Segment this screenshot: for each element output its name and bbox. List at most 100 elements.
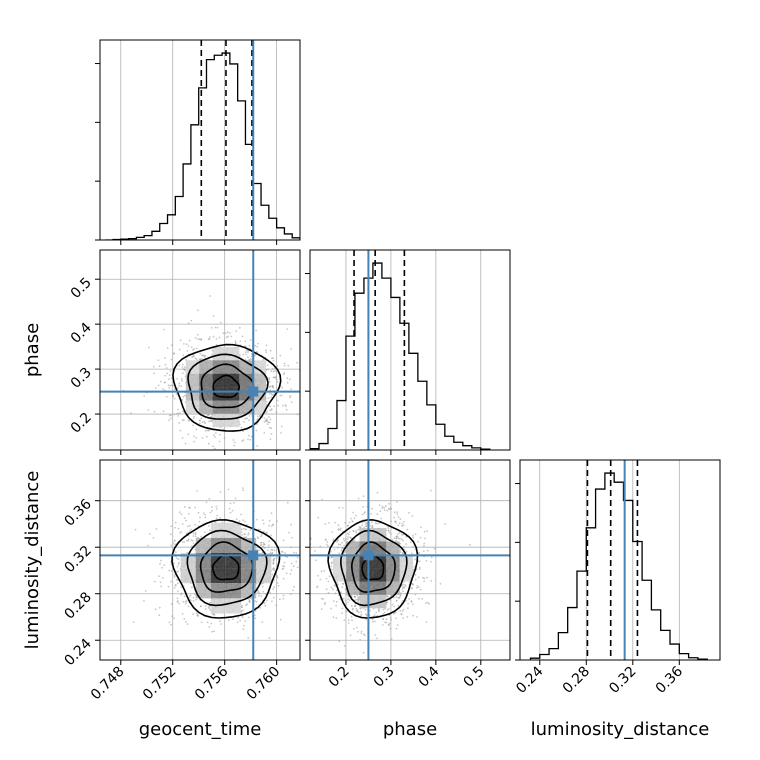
scatter-geocent-time-vs-luminosity-distance-density-cell <box>210 583 226 599</box>
scatter-geocent-time-vs-luminosity-distance-sample <box>290 593 292 595</box>
scatter-geocent-time-vs-phase-sample <box>210 353 213 356</box>
scatter-geocent-time-vs-phase-sample <box>178 422 181 424</box>
scatter-phase-vs-luminosity-distance-sample <box>388 531 391 534</box>
scatter-geocent-time-vs-phase-sample <box>178 348 181 351</box>
scatter-geocent-time-vs-luminosity-distance-sample <box>208 497 211 500</box>
scatter-geocent-time-vs-luminosity-distance-sample <box>302 512 304 514</box>
scatter-geocent-time-vs-luminosity-distance-sample <box>181 612 184 615</box>
x-label-luminosity-distance: luminosity_distance <box>531 719 710 740</box>
scatter-geocent-time-vs-phase-sample <box>187 433 190 436</box>
scatter-phase-vs-luminosity-distance-sample <box>430 489 432 492</box>
scatter-geocent-time-vs-phase-sample <box>170 417 172 420</box>
scatter-phase-vs-luminosity-distance-sample <box>352 607 354 610</box>
scatter-phase-vs-luminosity-distance-sample <box>342 582 344 585</box>
scatter-geocent-time-vs-luminosity-distance-sample <box>292 589 294 592</box>
scatter-phase-vs-luminosity-distance-sample <box>393 612 395 615</box>
scatter-geocent-time-vs-luminosity-distance-contour-1 <box>199 541 254 593</box>
scatter-geocent-time-vs-phase-sample <box>192 417 195 420</box>
scatter-geocent-time-vs-luminosity-distance-sample <box>168 621 171 624</box>
scatter-geocent-time-vs-luminosity-distance-sample <box>273 557 276 560</box>
scatter-geocent-time-vs-luminosity-distance-sample <box>249 529 252 531</box>
scatter-geocent-time-vs-luminosity-distance-sample <box>188 596 191 598</box>
scatter-phase-vs-luminosity-distance-sample <box>469 543 471 546</box>
scatter-geocent-time-vs-phase-sample <box>272 357 275 360</box>
scatter-phase-vs-luminosity-distance-sample <box>419 588 422 591</box>
scatter-geocent-time-vs-luminosity-distance-sample <box>211 509 213 512</box>
scatter-geocent-time-vs-luminosity-distance-sample <box>248 599 251 601</box>
hist-luminosity-distance-frame <box>519 459 721 661</box>
scatter-phase-vs-luminosity-distance-sample <box>322 598 325 600</box>
scatter-phase-vs-luminosity-distance-sample <box>349 536 352 539</box>
scatter-phase-vs-luminosity-distance-sample <box>365 614 368 617</box>
scatter-geocent-time-vs-luminosity-distance-sample <box>286 556 288 559</box>
scatter-phase-vs-luminosity-distance-sample <box>419 526 422 529</box>
scatter-geocent-time-vs-luminosity-distance-sample <box>263 602 266 605</box>
scatter-geocent-time-vs-phase-sample <box>157 359 160 362</box>
scatter-geocent-time-vs-phase-sample <box>164 374 167 377</box>
scatter-phase-vs-luminosity-distance-sample <box>430 556 433 559</box>
scatter-geocent-time-vs-phase-sample <box>269 385 272 388</box>
scatter-phase-vs-luminosity-distance-sample <box>398 532 401 534</box>
scatter-geocent-time-vs-luminosity-distance-sample <box>265 599 268 602</box>
scatter-phase-vs-luminosity-distance-sample <box>350 615 353 618</box>
scatter-geocent-time-vs-luminosity-distance-sample <box>194 593 196 596</box>
scatter-geocent-time-vs-luminosity-distance-ytick-label-2: 0.32 <box>61 543 94 576</box>
scatter-geocent-time-vs-phase-sample <box>218 440 221 443</box>
scatter-phase-vs-luminosity-distance-sample <box>394 520 396 523</box>
scatter-phase-vs-luminosity-distance-sample <box>396 511 399 513</box>
scatter-geocent-time-vs-luminosity-distance-sample <box>158 606 161 609</box>
scatter-geocent-time-vs-phase-sample <box>242 421 245 423</box>
scatter-geocent-time-vs-luminosity-distance-sample <box>173 574 176 576</box>
scatter-geocent-time-vs-phase-sample <box>272 359 275 362</box>
scatter-geocent-time-vs-luminosity-distance-sample <box>194 533 197 536</box>
scatter-geocent-time-vs-luminosity-distance-sample <box>229 511 232 514</box>
scatter-phase-vs-luminosity-distance-sample <box>397 596 400 599</box>
scatter-phase-vs-luminosity-distance-sample <box>426 576 428 579</box>
scatter-geocent-time-vs-luminosity-distance-sample <box>176 597 179 600</box>
scatter-phase-vs-luminosity-distance-sample <box>335 617 338 619</box>
scatter-phase-vs-luminosity-distance-sample <box>430 580 433 582</box>
scatter-phase-vs-luminosity-distance-sample <box>414 533 417 535</box>
scatter-geocent-time-vs-phase-sample <box>152 365 155 368</box>
scatter-geocent-time-vs-luminosity-distance-sample <box>192 613 195 615</box>
scatter-geocent-time-vs-luminosity-distance-sample <box>242 519 245 522</box>
scatter-phase-vs-luminosity-distance-sample <box>373 620 376 623</box>
scatter-phase-vs-luminosity-distance-sample <box>362 495 365 498</box>
scatter-geocent-time-vs-luminosity-distance-sample <box>189 594 192 597</box>
scatter-geocent-time-vs-phase-sample <box>269 409 271 412</box>
scatter-phase-vs-luminosity-distance-sample <box>405 543 407 545</box>
scatter-phase-vs-luminosity-distance-sample <box>349 634 352 637</box>
scatter-phase-vs-luminosity-distance-sample <box>343 551 346 554</box>
scatter-geocent-time-vs-phase-sample <box>182 354 185 357</box>
scatter-geocent-time-vs-luminosity-distance-density-cell <box>226 583 242 599</box>
scatter-geocent-time-vs-phase-sample <box>280 432 282 434</box>
scatter-phase-vs-luminosity-distance-sample <box>374 634 377 636</box>
scatter-phase-vs-luminosity-distance-sample <box>412 546 414 548</box>
scatter-phase-vs-luminosity-distance-sample <box>395 599 398 602</box>
scatter-geocent-time-vs-luminosity-distance-sample <box>189 524 191 527</box>
scatter-phase-vs-luminosity-distance-sample <box>341 507 344 509</box>
scatter-phase-vs-luminosity-distance-sample <box>339 543 342 546</box>
scatter-geocent-time-vs-luminosity-distance-sample <box>192 539 194 542</box>
scatter-phase-vs-luminosity-distance-sample <box>412 603 414 606</box>
scatter-geocent-time-vs-luminosity-distance-sample <box>260 535 262 538</box>
scatter-geocent-time-vs-phase-sample <box>195 358 198 361</box>
scatter-geocent-time-vs-luminosity-distance-sample <box>262 546 265 548</box>
scatter-geocent-time-vs-luminosity-distance-sample <box>162 577 164 579</box>
scatter-geocent-time-vs-phase-sample <box>168 378 170 380</box>
scatter-geocent-time-vs-luminosity-distance-sample <box>208 626 211 628</box>
scatter-geocent-time-vs-phase-sample <box>268 426 271 429</box>
scatter-geocent-time-vs-phase-sample <box>268 377 271 379</box>
scatter-geocent-time-vs-phase-sample <box>239 340 242 342</box>
scatter-geocent-time-vs-luminosity-distance-sample <box>149 533 151 535</box>
scatter-phase-vs-luminosity-distance-density-cell <box>359 594 373 609</box>
scatter-geocent-time-vs-phase-truth-marker <box>248 386 259 397</box>
scatter-phase-vs-luminosity-distance-sample <box>417 560 420 563</box>
scatter-phase-vs-luminosity-distance-sample <box>416 584 419 587</box>
scatter-geocent-time-vs-phase-sample <box>272 385 274 387</box>
scatter-geocent-time-vs-phase-sample <box>244 351 247 354</box>
scatter-phase-vs-luminosity-distance-sample <box>361 521 364 524</box>
scatter-geocent-time-vs-phase-sample <box>183 368 186 371</box>
scatter-phase-vs-luminosity-distance-sample <box>344 550 347 552</box>
